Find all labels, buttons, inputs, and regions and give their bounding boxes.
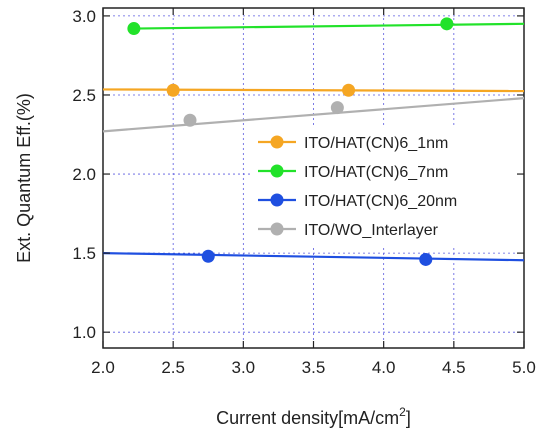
series-0	[102, 83, 525, 97]
x-tick-label-0: 2.0	[91, 358, 115, 377]
x-tick-label-3: 3.5	[302, 358, 326, 377]
x-tick-label-1: 2.5	[161, 358, 185, 377]
legend-label-3: ITO/WO_Interlayer	[304, 222, 439, 239]
legend-marker-2	[270, 193, 284, 207]
x-axis-title-main: Current density[mA/cm	[216, 408, 399, 428]
legend: ITO/HAT(CN)6_1nm ITO/HAT(CN)6_7nm ITO/HAT(…	[252, 128, 516, 246]
legend-label-1: ITO/HAT(CN)6_7nm	[304, 164, 448, 181]
y-tick-label-1: 1.5	[72, 244, 96, 263]
x-tick-label-6: 5.0	[512, 358, 536, 377]
x-tick-label-2: 3.0	[232, 358, 256, 377]
series-3	[102, 97, 525, 133]
x-axis-title-end: ]	[406, 408, 411, 428]
y-tick-label-3: 2.5	[72, 86, 96, 105]
y-tick-label-2: 2.0	[72, 165, 96, 184]
series-1-point-1	[440, 17, 454, 31]
series-1	[127, 17, 525, 36]
legend-marker-1	[270, 164, 284, 178]
series-line-2	[102, 252, 525, 262]
series-line-3	[102, 97, 525, 133]
series-2	[102, 249, 525, 266]
y-tick-label-4: 3.0	[72, 7, 96, 26]
series-2-point-0	[201, 249, 215, 263]
x-axis-title-sup: 2	[399, 405, 406, 419]
x-tick-label-4: 4.0	[372, 358, 396, 377]
legend-box	[252, 128, 516, 246]
legend-marker-0	[270, 135, 284, 149]
legend-marker-3	[270, 222, 284, 236]
x-tick-label-5: 4.5	[442, 358, 466, 377]
series-layer	[102, 17, 525, 266]
series-2-point-1	[419, 252, 433, 266]
legend-label-0: ITO/HAT(CN)6_1nm	[304, 135, 448, 152]
series-line-1	[133, 22, 525, 30]
y-tick-label-0: 1.0	[72, 323, 96, 342]
series-1-point-0	[127, 22, 141, 36]
series-3-point-0	[183, 113, 197, 127]
legend-label-2: ITO/HAT(CN)6_20nm	[304, 193, 457, 210]
series-3-point-1	[330, 101, 344, 115]
series-0-point-0	[166, 83, 180, 97]
x-axis-title: Current density[mA/cm2]	[216, 405, 411, 428]
series-line-0	[102, 88, 525, 93]
y-axis-title: Ext. Quantum Eff.(%)	[14, 93, 34, 263]
series-0-point-1	[342, 83, 356, 97]
ticks: 2.0 2.5 3.0 3.5 4.0 4.5 5.0 1.0 1.5 2.0 2.5 3.0	[72, 7, 535, 377]
